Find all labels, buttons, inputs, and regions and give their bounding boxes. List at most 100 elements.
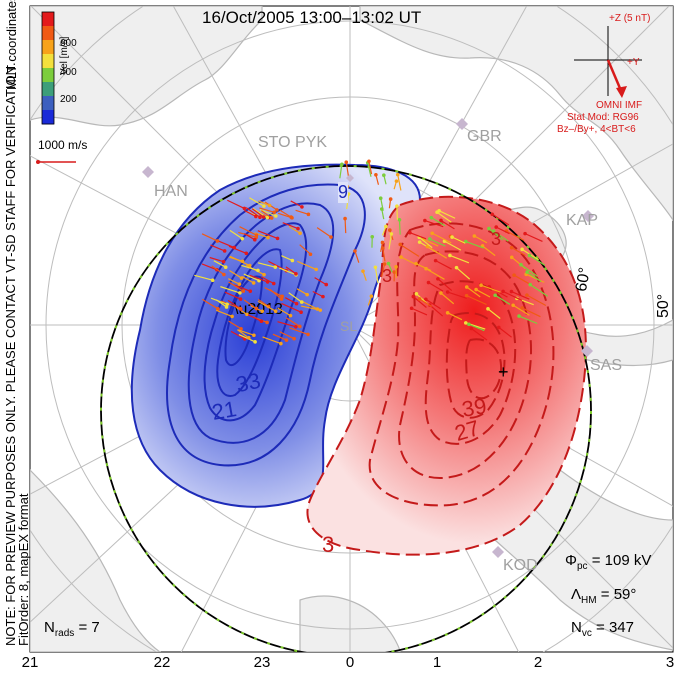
velocity-vector-origin (241, 289, 246, 293)
velocity-vector (277, 321, 297, 328)
velocity-vector (279, 267, 297, 276)
station-markers (142, 118, 594, 558)
velocity-vector-origin (486, 307, 490, 311)
velocity-vector (244, 209, 257, 217)
velocity-vector (245, 207, 261, 218)
velocity-vector-origin (274, 214, 278, 218)
velocity-vector (282, 222, 299, 230)
velocity-vector (243, 273, 260, 282)
velocity-vector (381, 263, 386, 277)
velocity-vector-origin (448, 253, 452, 258)
velocity-vector (284, 297, 297, 305)
velocity-vector (398, 219, 401, 235)
velocity-vector-origin (386, 261, 391, 266)
velocity-vector (257, 262, 276, 268)
velocity-vector (258, 200, 270, 207)
velocity-vector-origin (280, 294, 284, 299)
velocity-vector-origin (292, 336, 296, 341)
velocity-vector-origin (262, 204, 266, 208)
velocity-vector-origin (306, 332, 310, 337)
station-label-sl: SL (340, 318, 358, 334)
velocity-vector-origin (340, 162, 344, 167)
velocity-vector-origin (256, 268, 260, 273)
velocity-vector (437, 278, 453, 292)
velocity-vector (259, 208, 277, 217)
velocity-vector-origin (298, 324, 302, 329)
velocity-vector-origin (445, 290, 450, 294)
velocity-vector-origin (433, 258, 438, 263)
velocity-vector (257, 299, 269, 307)
velocity-vector-origin (517, 314, 521, 318)
velocity-vector-origin (439, 218, 443, 223)
velocity-vector (230, 330, 245, 340)
velocity-vector (397, 174, 402, 191)
velocity-vector-origin (439, 291, 443, 295)
mlt-tick-1: 1 (432, 654, 442, 671)
velocity-vector (436, 211, 452, 223)
colorbar-tick-600: 600 (60, 38, 77, 49)
mlt-tick-3: 3 (665, 654, 675, 671)
velocity-vector-origin (464, 285, 469, 289)
velocity-vector-origin (275, 236, 280, 241)
latitude-label-50: 50° (655, 293, 672, 318)
velocity-vector-origin (210, 278, 215, 282)
velocity-vector-origin (299, 300, 304, 304)
mlt-tick-2: 2 (533, 654, 543, 671)
velocity-vector-origin (259, 319, 264, 324)
velocity-vector-origin (409, 306, 414, 311)
velocity-vector-origin (225, 302, 229, 307)
velocity-vector-origin (265, 215, 270, 220)
velocity-vector-origin (374, 172, 378, 177)
velocity-vector-origin (464, 239, 468, 244)
velocity-vector (213, 260, 226, 268)
velocity-vector-origin (430, 231, 434, 236)
velocity-vector-origin (237, 282, 242, 286)
imf-condition: Bz–/By+, 4<BT<6 (557, 124, 636, 135)
velocity-vector-origin (252, 237, 257, 242)
velocity-vector-origin (464, 293, 469, 298)
velocity-vector-origin (215, 239, 220, 243)
velocity-colorbar (42, 12, 54, 125)
velocity-vector-origin (417, 297, 422, 301)
velocity-vector (301, 305, 321, 311)
velocity-vector-origin (370, 234, 375, 239)
velocity-vector-origin (269, 216, 274, 220)
velocity-vector-origin (275, 208, 279, 212)
velocity-vector-origin (399, 255, 403, 259)
velocity-vector-origin (252, 333, 256, 338)
velocity-vector (228, 320, 242, 330)
velocity-vector-origin (398, 242, 403, 247)
mlt-tick-22: 22 (153, 654, 171, 671)
velocity-vector-origin (290, 258, 295, 263)
velocity-vector-origin (378, 196, 383, 201)
velocity-vector (237, 329, 250, 339)
velocity-vector (285, 317, 301, 327)
velocity-vector (299, 244, 311, 255)
velocity-vector-origin (290, 216, 294, 220)
velocity-vector (380, 198, 384, 211)
fitorder-label: FitOrder: 8, mapEX format (16, 493, 31, 646)
potential-max-marker: + (498, 362, 509, 382)
colorbar-swatch (42, 82, 54, 97)
velocity-vector (512, 304, 530, 316)
velocity-vector (264, 287, 283, 297)
velocity-vector-origin (258, 215, 262, 219)
velocity-vector (279, 331, 295, 340)
velocity-vector-origin (318, 308, 323, 312)
velocity-vector (344, 218, 347, 234)
velocity-vector-origin (324, 282, 329, 287)
velocity-vector (474, 235, 488, 244)
contour-label-pos-3c: 3 (322, 532, 335, 557)
velocity-vector-origin (445, 310, 450, 315)
velocity-vector (296, 288, 308, 296)
colorbar-swatch (42, 12, 54, 27)
velocity-vector (521, 307, 541, 318)
velocity-vector (354, 250, 360, 263)
velocity-vector-origin (417, 240, 422, 244)
velocity-vector-origin (382, 262, 387, 266)
velocity-vector (285, 266, 297, 275)
velocity-vector (425, 268, 445, 280)
velocity-vector (241, 264, 259, 271)
velocity-vector-origin (224, 305, 229, 309)
